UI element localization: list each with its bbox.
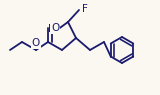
- Text: F: F: [48, 24, 54, 34]
- Text: O: O: [51, 23, 59, 33]
- Text: O: O: [32, 38, 40, 48]
- Text: F: F: [82, 4, 88, 14]
